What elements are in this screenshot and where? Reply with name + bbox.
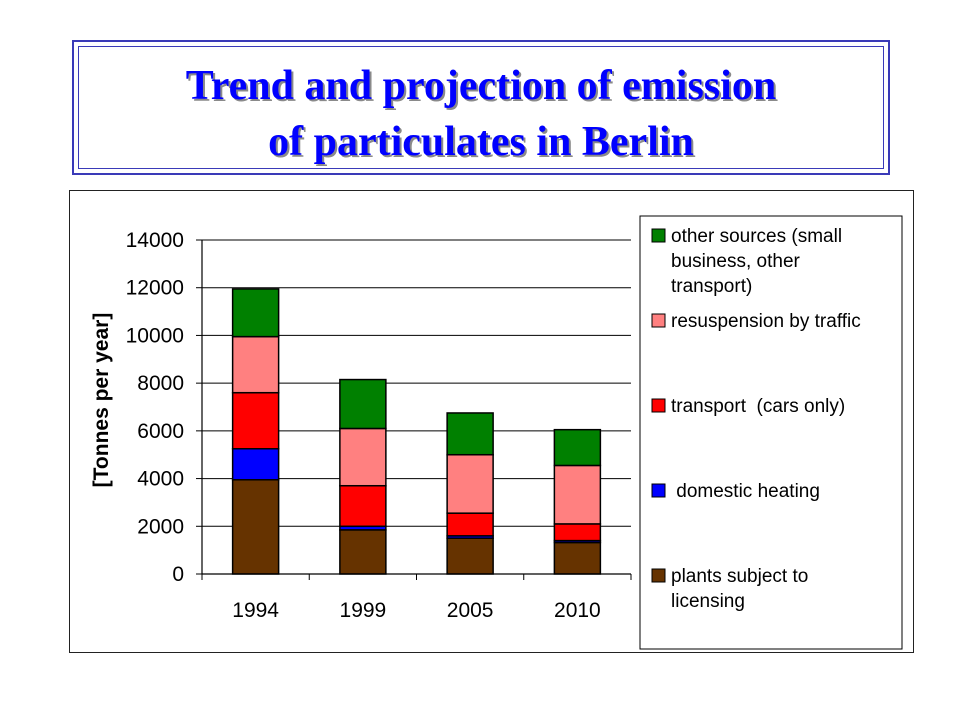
y-tick-label: 10000 <box>126 324 184 347</box>
x-tick-label: 1994 <box>232 599 279 622</box>
bar-segment-1994 <box>231 479 280 575</box>
title-inner-border <box>78 46 884 169</box>
y-tick-label: 4000 <box>137 468 184 491</box>
y-tick-label: 8000 <box>137 372 184 395</box>
legend-box <box>639 215 903 650</box>
legend-swatch <box>651 228 666 243</box>
bar-segment-1994 <box>231 335 280 394</box>
x-tick-label: 1999 <box>340 599 387 622</box>
bar-segment-1994 <box>231 288 280 338</box>
legend-swatch <box>651 483 666 498</box>
legend: other sources (small business, other trans… <box>639 215 903 650</box>
bar-segment-2005 <box>446 412 494 456</box>
bars <box>231 288 602 575</box>
x-tick-labels: 1994 1999 2005 2010 <box>232 599 600 622</box>
y-tick-label: 2000 <box>137 515 184 538</box>
legend-swatch <box>651 313 666 328</box>
bar-segment-2010 <box>553 523 602 542</box>
y-tick-label: 14000 <box>126 229 184 252</box>
bar-segment-2010 <box>553 541 602 575</box>
y-tick-label: 12000 <box>126 277 184 300</box>
legend-swatch <box>651 398 666 413</box>
legend-label: business, other <box>671 251 801 272</box>
bar-segment-2005 <box>446 453 494 514</box>
bar-segment-2010 <box>553 428 602 467</box>
legend-label: other sources (small <box>671 226 842 247</box>
bar-segment-1999 <box>339 529 387 575</box>
legend-label: resuspension by traffic <box>671 311 861 332</box>
title-box: Trend and projection of emission of part… <box>72 40 890 175</box>
x-tick-label: 2010 <box>554 599 601 622</box>
title-line-2: of particulates in Berlin <box>268 119 694 165</box>
y-tick-label: 6000 <box>137 420 184 443</box>
y-tick-labels: 0 2000 4000 6000 8000 10000 12000 14000 <box>126 229 184 586</box>
chart-frame: 0 2000 4000 6000 8000 10000 12000 14000 1994 199… <box>69 190 914 653</box>
bar-segment-1994 <box>231 391 280 450</box>
y-tick-label: 0 <box>172 563 184 586</box>
bar-segment-2010 <box>553 464 602 525</box>
axes <box>196 239 632 580</box>
legend-label: domestic heating <box>671 481 820 502</box>
y-axis-label: [Tonnes per year] <box>90 313 113 488</box>
slide-title: Trend and projection of emission of part… <box>74 58 888 170</box>
title-line-1: Trend and projection of emission <box>185 63 777 109</box>
bar-segment-2005 <box>446 512 494 537</box>
legend-label: transport (cars only) <box>671 396 845 417</box>
legend-swatch <box>651 568 666 583</box>
bar-segment-2005 <box>446 537 494 575</box>
bar-segment-1999 <box>339 427 387 487</box>
legend-label: licensing <box>671 591 745 612</box>
legend-label: plants subject to <box>671 566 808 587</box>
x-tick-label: 2005 <box>447 599 494 622</box>
bar-segment-1994 <box>231 448 280 481</box>
legend-label: transport) <box>671 276 752 297</box>
bar-segment-1999 <box>339 484 387 528</box>
bar-segment-1999 <box>339 378 387 430</box>
